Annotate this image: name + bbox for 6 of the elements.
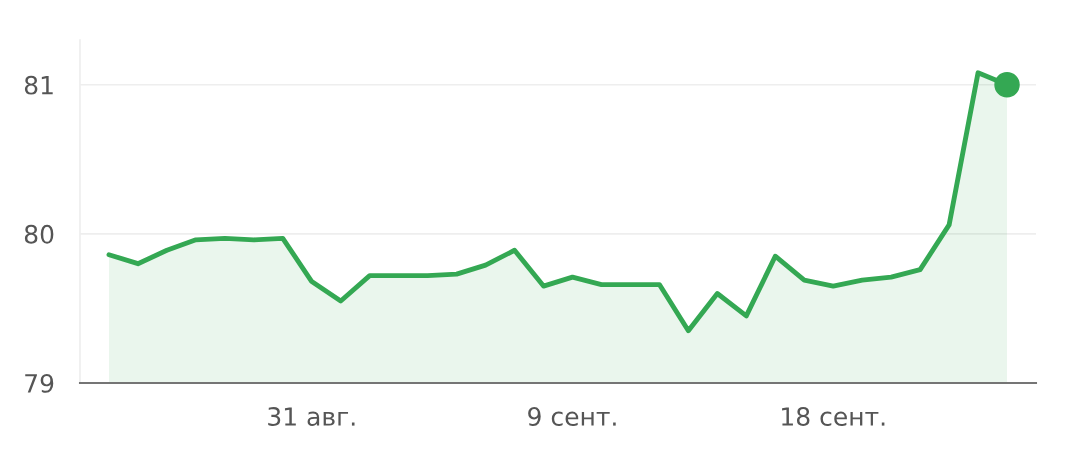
y-tick-label: 80: [24, 224, 54, 244]
x-tick-label: 18 сент.: [782, 407, 885, 426]
y-tick-label: 81: [24, 75, 53, 95]
x-tick-label: 9 сент.: [528, 407, 616, 426]
y-tick-label: 79: [25, 373, 54, 393]
x-tick-label: 31 авг.: [268, 407, 355, 426]
